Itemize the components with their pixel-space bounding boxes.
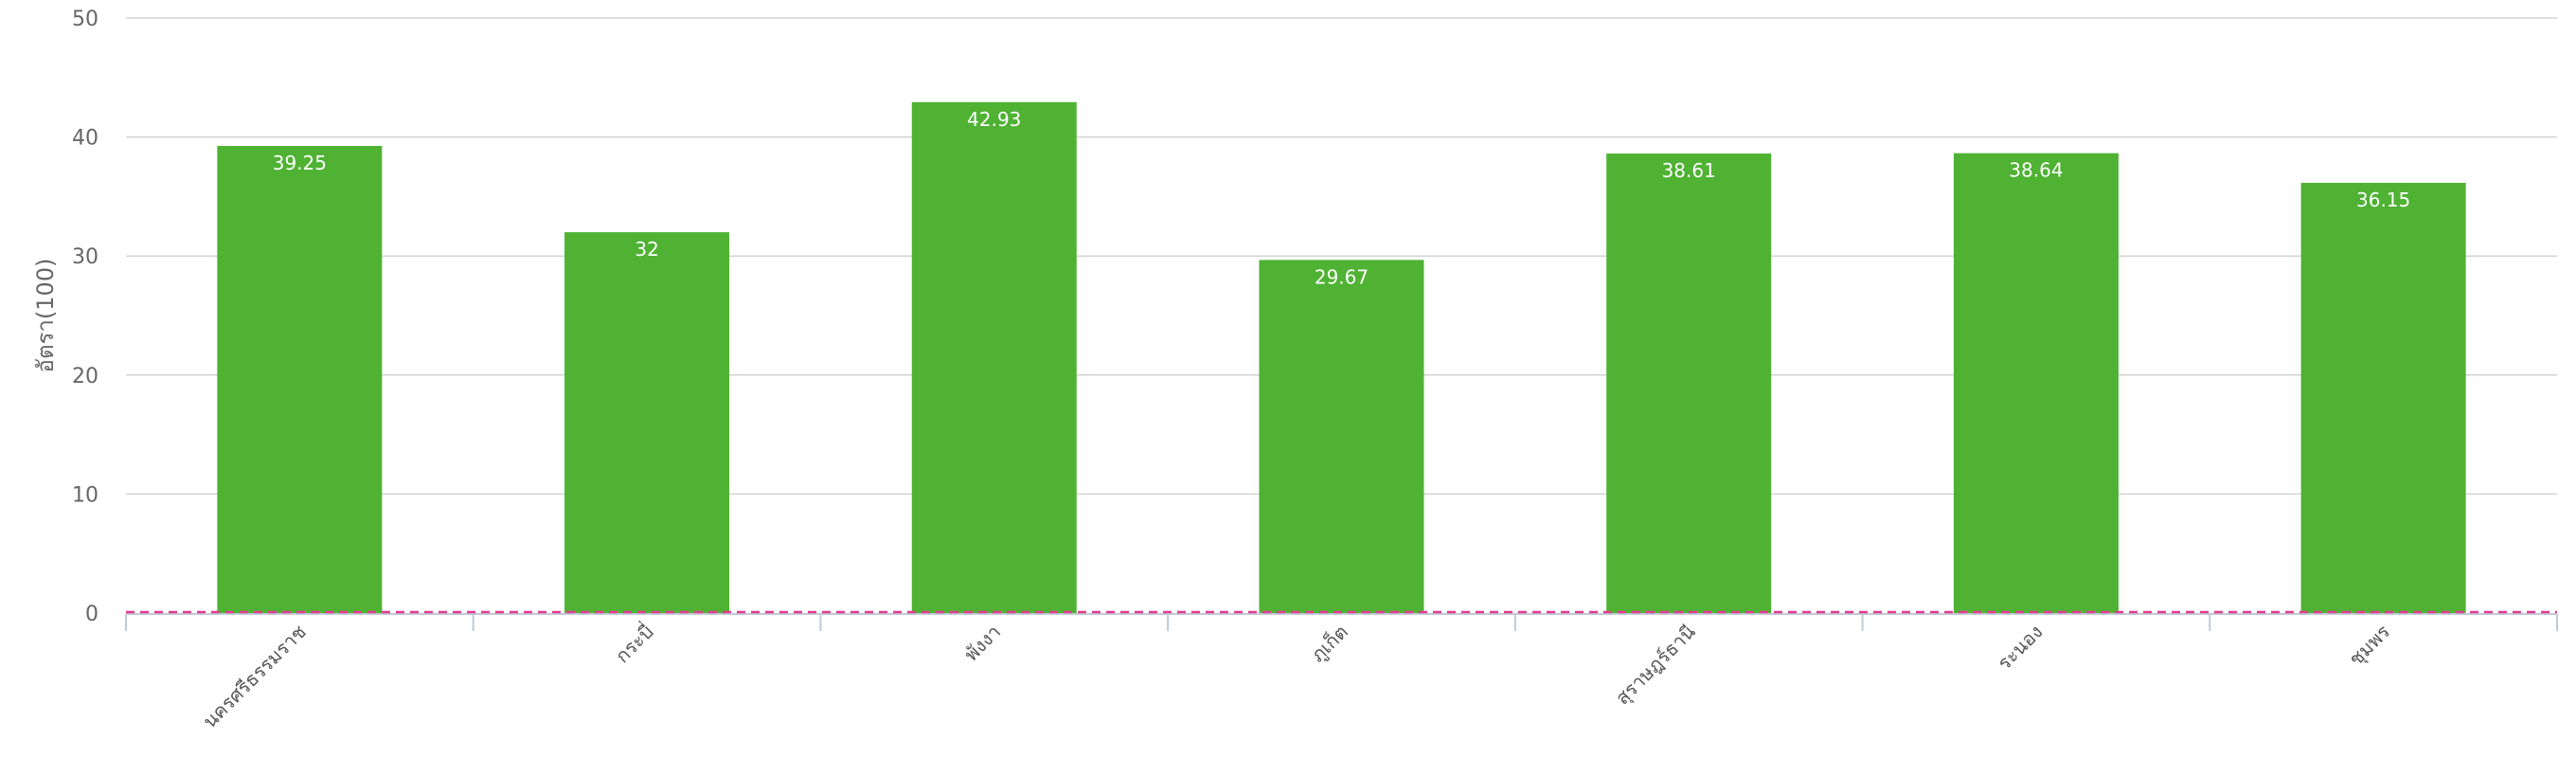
bar (217, 146, 383, 613)
bars (217, 101, 2466, 614)
x-axis (125, 613, 2558, 631)
y-axis-title: อัตรา(100) (32, 259, 59, 373)
y-tick-label: 30 (72, 245, 98, 269)
data-label: 29.67 (1315, 265, 1368, 288)
x-axis-labels: นครศรีธรรมราช กระบี่ พังงา ภูเก็ต สุราษฎร์ธา… (198, 619, 2395, 732)
y-tick-label: 40 (72, 127, 98, 151)
data-label: 42.93 (967, 108, 1021, 131)
y-tick-label: 50 (72, 8, 98, 31)
y-axis-ticks: 0 10 20 30 40 50 (72, 8, 98, 626)
data-label: 32 (635, 238, 658, 261)
x-tick-label: พังงา (959, 621, 1005, 666)
data-label: 36.15 (2356, 189, 2410, 211)
data-label: 38.64 (2009, 159, 2063, 182)
y-tick-label: 0 (85, 603, 98, 626)
x-tick-label: นครศรีธรรมราช (198, 621, 311, 733)
x-tick-label: ภูเก็ต (1305, 620, 1352, 667)
bar (2300, 182, 2466, 613)
y-tick-label: 20 (72, 365, 98, 388)
data-label: 39.25 (273, 152, 327, 174)
x-tick-label: ระนอง (1993, 621, 2047, 675)
data-labels: 39.25 32 42.93 29.67 38.61 38.64 36.15 (273, 108, 2411, 289)
x-tick-label: ชุมพร (2344, 620, 2395, 671)
bar (911, 101, 1077, 614)
x-tick-label: กระบี่ (609, 619, 657, 667)
bar (1606, 153, 1772, 613)
x-tick-label: สุราษฎร์ธานี (1611, 620, 1701, 710)
bar (1259, 260, 1424, 613)
data-label: 38.61 (1662, 159, 1716, 182)
bar (1953, 153, 2119, 614)
grid-lines (126, 17, 2557, 496)
bar (564, 232, 730, 613)
y-tick-label: 10 (72, 483, 98, 507)
